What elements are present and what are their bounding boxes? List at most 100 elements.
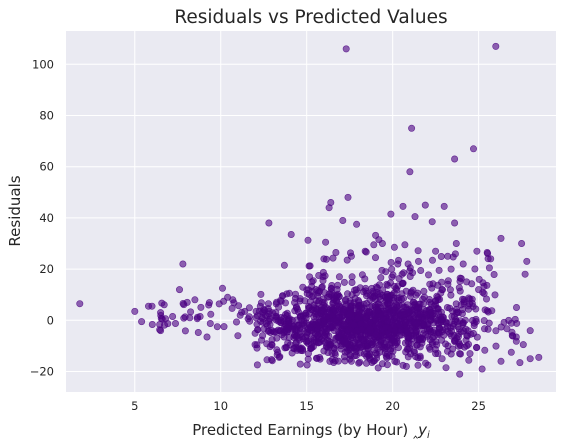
scatter-point: [308, 344, 316, 352]
scatter-point: [377, 274, 385, 282]
scatter-point: [348, 273, 356, 281]
x-axis-label-symbol: y: [417, 421, 428, 439]
scatter-point: [299, 345, 307, 353]
scatter-point: [330, 291, 338, 299]
scatter-point: [380, 343, 388, 351]
scatter-point: [265, 219, 273, 227]
scatter-point: [516, 359, 524, 367]
scatter-point: [302, 311, 310, 319]
scatter-point: [444, 280, 452, 288]
scatter-point: [313, 354, 321, 362]
x-tick-labels: 5 10 15 20 25: [131, 399, 486, 413]
scatter-point: [378, 360, 386, 368]
scatter-point: [416, 352, 424, 360]
scatter-point: [275, 353, 283, 361]
scatter-point: [332, 249, 340, 257]
scatter-point: [245, 313, 253, 321]
scatter-point: [353, 327, 361, 335]
scatter-point: [523, 257, 531, 265]
scatter-point: [283, 290, 291, 298]
scatter-point: [444, 252, 452, 260]
y-tick-labels: −20 0 20 40 60 80 100: [30, 57, 54, 378]
scatter-point: [304, 236, 312, 244]
scatter-point: [424, 361, 432, 369]
scatter-point: [374, 303, 382, 311]
scatter-point: [138, 318, 146, 326]
scatter-point: [452, 240, 460, 248]
scatter-point: [233, 318, 241, 326]
scatter-point: [443, 303, 451, 311]
scatter-point: [481, 346, 489, 354]
scatter-point: [402, 287, 410, 295]
scatter-point: [475, 286, 483, 294]
scatter-point: [394, 260, 402, 268]
scatter-point: [356, 358, 364, 366]
scatter-point: [444, 327, 452, 335]
scatter-point: [406, 168, 414, 176]
scatter-point: [526, 327, 534, 335]
scatter-point: [341, 337, 349, 345]
scatter-point: [273, 334, 281, 342]
scatter-point: [507, 348, 515, 356]
scatter-point: [348, 332, 356, 340]
scatter-point: [418, 336, 426, 344]
scatter-point: [438, 355, 446, 363]
scatter-point: [487, 255, 495, 263]
scatter-point: [395, 275, 403, 283]
scatter-point: [341, 357, 349, 365]
scatter-point: [345, 310, 353, 318]
scatter-point: [196, 312, 204, 320]
x-tick-label: 5: [131, 399, 138, 413]
scatter-point: [492, 42, 500, 50]
scatter-point: [308, 278, 316, 286]
scatter-point: [299, 283, 307, 291]
scatter-point: [432, 350, 440, 358]
scatter-point: [382, 268, 390, 276]
scatter-point: [251, 341, 259, 349]
scatter-point: [300, 317, 308, 325]
scatter-point: [475, 275, 483, 283]
scatter-point: [417, 266, 425, 274]
scatter-point: [387, 210, 395, 218]
scatter-point: [303, 361, 311, 369]
scatter-point: [478, 365, 486, 373]
scatter-point: [464, 340, 472, 348]
scatter-point: [413, 319, 421, 327]
scatter-point: [342, 296, 350, 304]
scatter-point: [315, 271, 323, 279]
scatter-point: [389, 322, 397, 330]
scatter-point: [339, 217, 347, 225]
scatter-point: [366, 296, 374, 304]
scatter-point: [331, 349, 339, 357]
scatter-point: [391, 341, 399, 349]
scatter-point: [526, 355, 534, 363]
scatter-point: [283, 309, 291, 317]
scatter-point: [342, 45, 350, 53]
scatter-point: [258, 336, 266, 344]
scatter-point: [340, 308, 348, 316]
scatter-point: [358, 271, 366, 279]
scatter-point: [320, 255, 328, 263]
scatter-point: [428, 218, 436, 226]
scatter-point: [305, 262, 313, 270]
scatter-point: [512, 337, 520, 345]
scatter-point: [482, 295, 490, 303]
scatter-point: [194, 328, 202, 336]
scatter-point: [306, 326, 314, 334]
scatter-point: [347, 252, 355, 260]
scatter-point: [448, 332, 456, 340]
scatter-point: [429, 280, 437, 288]
scatter-point: [400, 294, 408, 302]
scatter-point: [197, 303, 205, 311]
scatter-point: [512, 303, 520, 311]
scatter-point: [420, 293, 428, 301]
scatter-point: [424, 271, 432, 279]
scatter-point: [181, 327, 189, 335]
scatter-point: [366, 325, 374, 333]
scatter-point: [483, 249, 491, 257]
scatter-point: [371, 254, 379, 262]
y-tick-label: 60: [39, 160, 54, 174]
scatter-point: [442, 364, 450, 372]
scatter-point: [492, 327, 500, 335]
